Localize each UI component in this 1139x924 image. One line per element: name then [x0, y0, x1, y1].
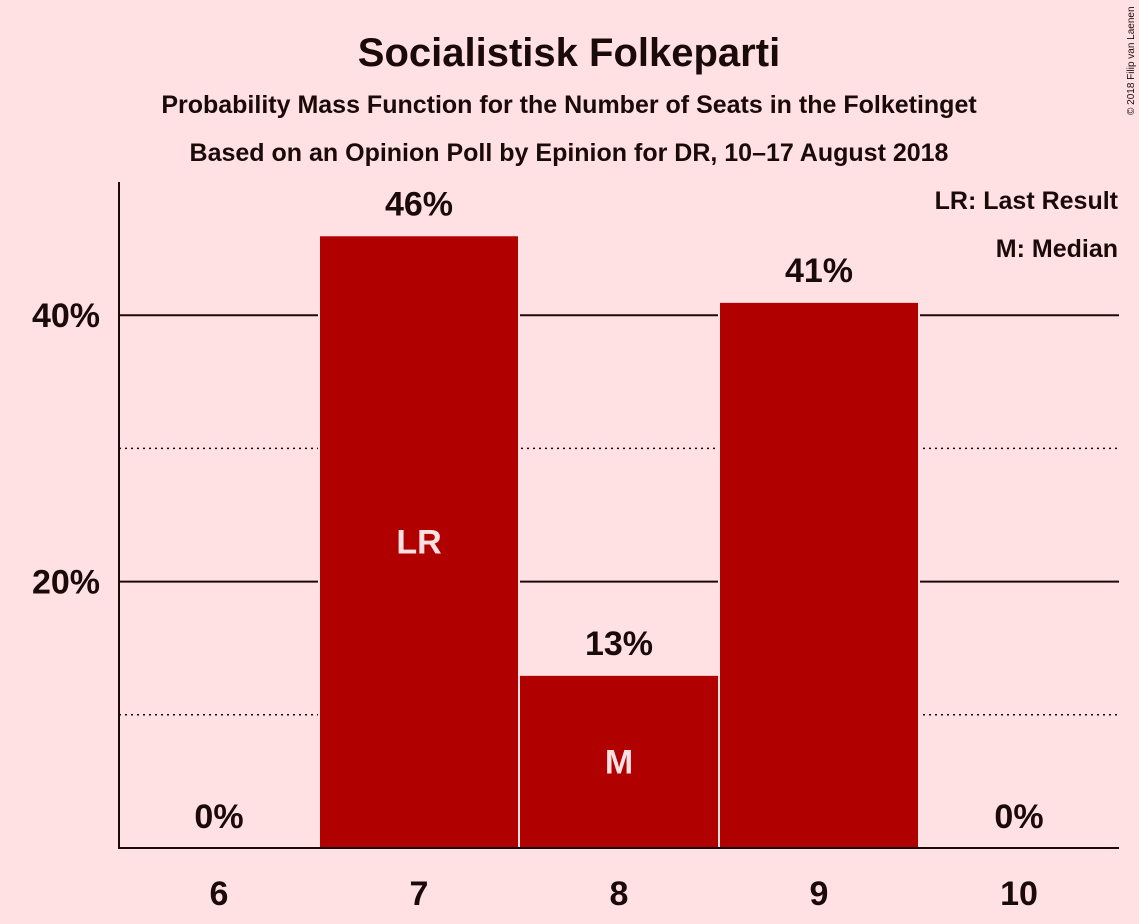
y-tick-label-1: 40% — [32, 297, 100, 335]
x-tick-label-8: 8 — [610, 875, 629, 913]
data-label-8: 13% — [585, 625, 653, 663]
in-bar-label-7: LR — [396, 524, 441, 562]
x-tick-label-10: 10 — [1000, 875, 1038, 913]
x-tick-labels: 6 7 8 9 10 — [210, 875, 1038, 913]
x-tick-label-9: 9 — [810, 875, 829, 913]
in-bar-label-8: M — [605, 743, 633, 781]
bars — [318, 234, 920, 850]
chart-title: Socialistisk Folkeparti — [358, 31, 780, 75]
x-tick-label-7: 7 — [410, 875, 429, 913]
data-label-9: 41% — [785, 252, 853, 290]
legend-median: M: Median — [996, 235, 1118, 263]
data-label-6: 0% — [194, 798, 243, 836]
y-tick-label-0: 20% — [32, 564, 100, 602]
legend-last-result: LR: Last Result — [935, 187, 1119, 215]
y-tick-labels: 20% 40% — [32, 297, 100, 601]
bar-7 — [318, 234, 520, 849]
x-tick-label-6: 6 — [210, 875, 229, 913]
bar-9 — [718, 300, 920, 849]
copyright-text: © 2018 Filip van Laenen — [1126, 6, 1137, 115]
chart-subtitle: Probability Mass Function for the Number… — [161, 91, 977, 119]
chart-subtitle-2: Based on an Opinion Poll by Epinion for … — [190, 139, 949, 167]
data-labels: 0% 46% LR 13% M 41% 0% — [194, 185, 1043, 836]
data-label-10: 0% — [994, 798, 1043, 836]
legend: LR: Last Result M: Median — [935, 187, 1119, 263]
data-label-7: 46% — [385, 185, 453, 223]
